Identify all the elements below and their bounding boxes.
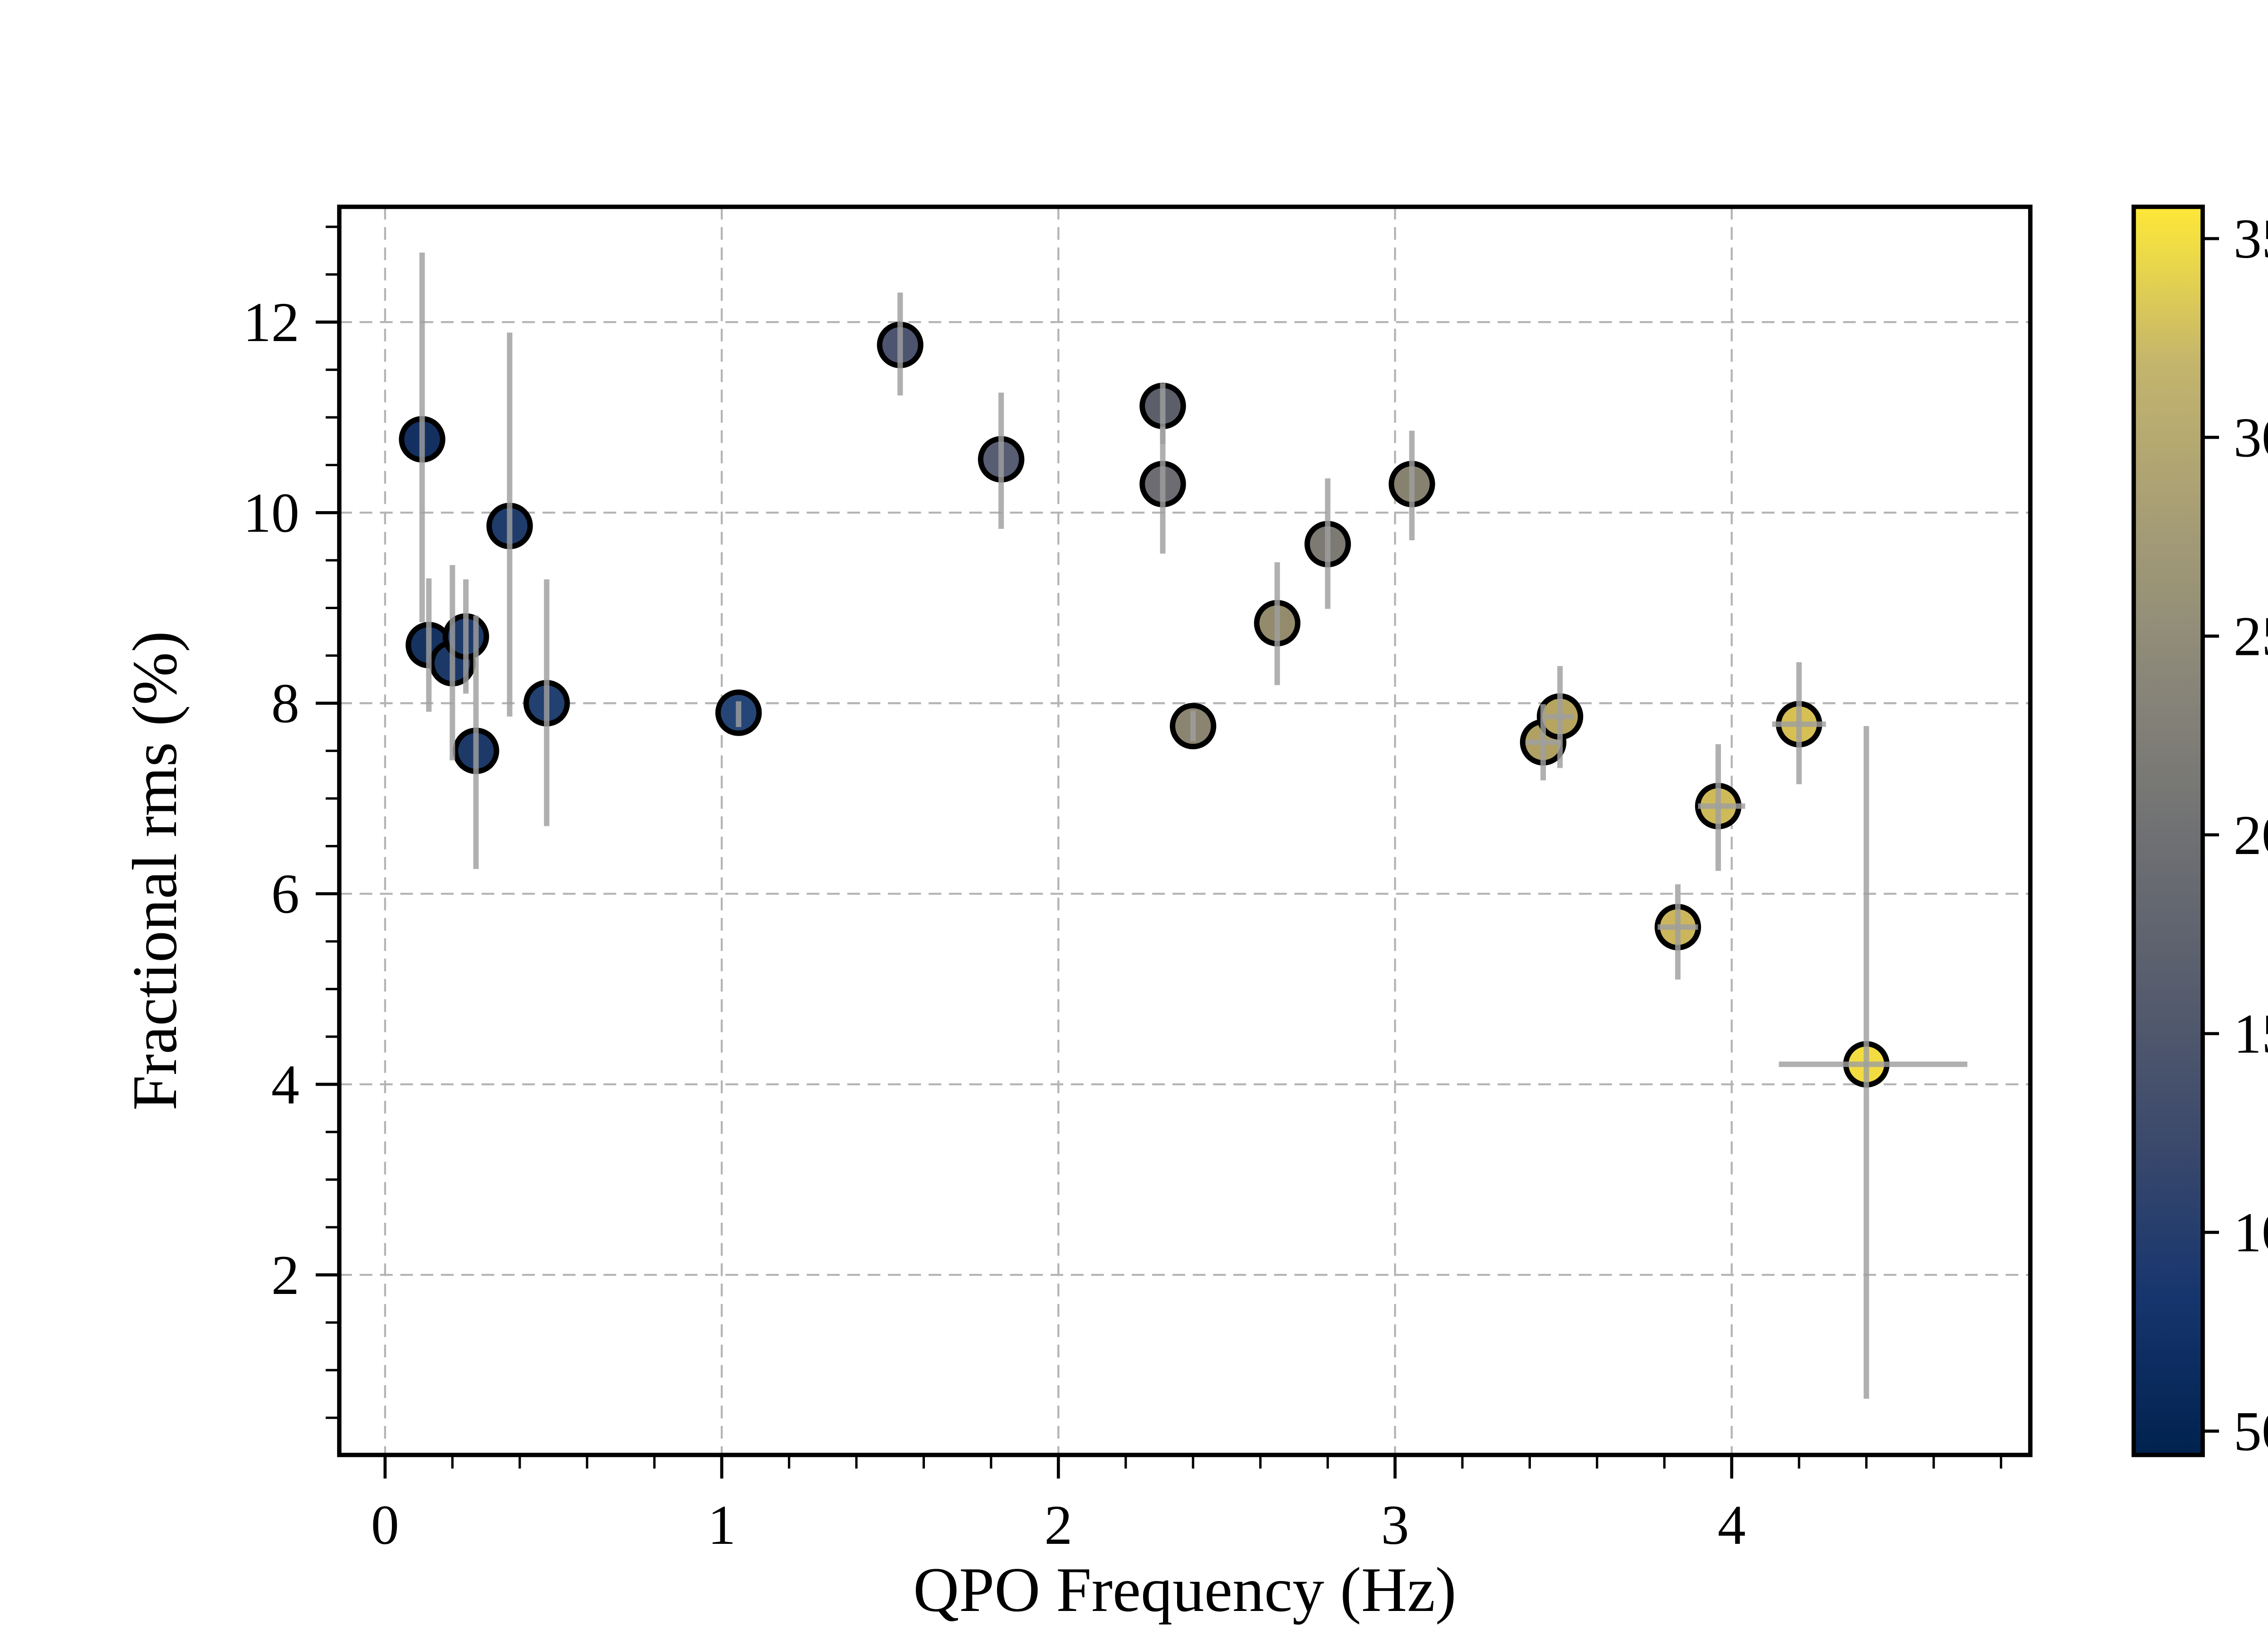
colorbar-tick-label: 100: [2234, 1201, 2268, 1264]
y-tick-label: 2: [271, 1244, 299, 1306]
data-point-layer: [399, 322, 1890, 1088]
colorbar-tick-label: 150: [2234, 1003, 2268, 1065]
y-tick-label: 4: [271, 1054, 299, 1116]
colorbar-tick-label: 50: [2234, 1400, 2268, 1462]
x-tick-label: 2: [1044, 1494, 1072, 1556]
colorbar-bar: [2131, 205, 2205, 1457]
axis-tick-layer: [316, 225, 2003, 1479]
error-bar-layer: [419, 252, 1968, 1399]
colorbar-tick-label: 200: [2234, 804, 2268, 866]
y-tick-label: 10: [243, 482, 299, 544]
y-tick-label: 8: [271, 672, 299, 734]
y-axis-title: Fractional rms (%): [120, 631, 190, 1110]
x-tick-label: 4: [1718, 1494, 1746, 1556]
colorbar-tick-label: 250: [2234, 605, 2268, 668]
gridline-layer: [339, 207, 2030, 1455]
x-tick-label: 1: [708, 1494, 736, 1556]
x-axis-title: QPO Frequency (Hz): [913, 1555, 1456, 1625]
colorbar-tick-label: 300: [2234, 406, 2268, 469]
y-tick-label: 6: [271, 863, 299, 925]
colorbar-tick-layer: 50 100 150 200 250 300 350: [2203, 208, 2268, 1462]
y-tick-label: 12: [243, 291, 299, 353]
colorbar: 50100150200250300350 Count Rate: [2131, 205, 2268, 1462]
colorbar-tick-label: 350: [2234, 208, 2268, 270]
plot-border: [337, 205, 2033, 1457]
x-tick-label: 0: [371, 1494, 399, 1556]
x-tick-label: 3: [1381, 1494, 1409, 1556]
